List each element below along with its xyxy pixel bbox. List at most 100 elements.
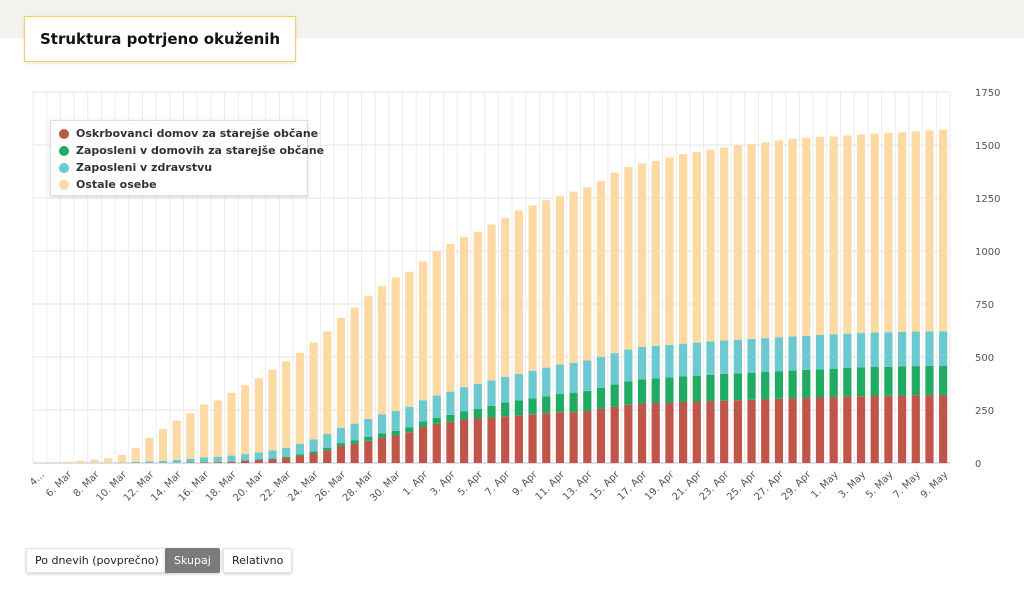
bar-segment: [473, 408, 482, 419]
bar-segment: [870, 133, 879, 333]
bar-segment: [555, 195, 565, 365]
bar-segment: [418, 421, 428, 427]
legend-label: Oskrbovanci domov za starejše občane: [76, 127, 319, 140]
bar-segment: [610, 172, 619, 354]
bar-segment: [733, 145, 742, 340]
bar-segment: [295, 456, 304, 463]
legend-marker: [59, 128, 69, 139]
bar-segment: [282, 456, 291, 458]
bar-segment: [884, 366, 893, 396]
bar-segment: [254, 378, 263, 453]
bar-segment: [939, 395, 948, 463]
bar-segment: [583, 411, 592, 463]
bar-segment: [788, 370, 797, 399]
y-tick-label: 1250: [975, 194, 1000, 205]
bar-segment: [227, 461, 236, 463]
bar-segment: [49, 462, 58, 463]
bar-segment: [665, 157, 674, 345]
bar-segment: [761, 399, 770, 463]
bar-segment: [487, 417, 496, 463]
bar-segment: [583, 187, 592, 361]
bar-segment: [815, 136, 825, 335]
bar-segment: [747, 338, 756, 373]
bar-segment: [295, 454, 304, 457]
bar-segment: [131, 461, 140, 463]
bar-segment: [282, 457, 291, 463]
bar-segment: [172, 459, 181, 463]
bar-segment: [432, 395, 441, 418]
bar-segment: [186, 458, 195, 463]
bar-segment: [364, 418, 373, 437]
y-tick-label: 250: [975, 406, 994, 417]
bar-segment: [733, 339, 742, 374]
bar-segment: [856, 396, 866, 463]
bar-segment: [651, 161, 660, 346]
bar-segment: [377, 414, 387, 434]
bar-segment: [377, 433, 387, 438]
bar-segment: [939, 331, 948, 366]
x-tick-label: 3. Apr: [429, 469, 459, 499]
x-tick-label: 9. May: [919, 469, 950, 500]
bar-segment: [186, 413, 195, 459]
bar-segment: [596, 181, 606, 357]
bar-segment: [542, 367, 551, 397]
bar-segment: [460, 237, 469, 388]
bar-segment: [377, 285, 387, 415]
bar-segment: [761, 338, 770, 373]
bar-segment: [651, 378, 660, 404]
bar-segment: [733, 400, 742, 463]
bar-segment: [911, 331, 920, 367]
bar-segment: [774, 371, 784, 399]
relative-button[interactable]: Relativno: [223, 548, 293, 573]
bar-segment: [706, 149, 715, 342]
per-day-average-button[interactable]: Po dnevih (povprečno): [26, 548, 168, 573]
bar-segment: [323, 450, 332, 463]
bar-segment: [104, 458, 113, 463]
bar-series: [35, 129, 948, 463]
bar-segment: [733, 373, 742, 401]
bar-segment: [254, 459, 263, 461]
bar-segment: [706, 374, 715, 402]
chart-title: Struktura potrjeno okuženih: [24, 16, 297, 62]
bar-segment: [145, 461, 154, 463]
bar-segment: [63, 461, 72, 463]
bar-segment: [405, 406, 414, 428]
x-tick-label: 3. May: [837, 469, 868, 500]
bar-segment: [282, 447, 291, 457]
bar-segment: [788, 336, 797, 371]
legend-item[interactable]: Ostale osebe: [59, 176, 299, 193]
bar-segment: [774, 140, 784, 338]
bar-segment: [884, 395, 893, 463]
bar-segment: [692, 375, 701, 402]
bar-segment: [706, 401, 715, 463]
bar-segment: [856, 134, 866, 334]
bar-segment: [501, 218, 510, 377]
bar-segment: [460, 419, 469, 463]
bar-segment: [637, 347, 647, 380]
bar-segment: [446, 391, 455, 415]
legend-item[interactable]: Oskrbovanci domov za starejše občane: [59, 125, 318, 142]
y-tick-label: 1750: [975, 88, 1000, 99]
bar-segment: [610, 353, 619, 385]
bar-segment: [487, 405, 496, 418]
bar-segment: [446, 421, 455, 463]
legend-item[interactable]: Zaposleni v domovih za starejše občane: [59, 142, 324, 159]
legend-item[interactable]: Zaposleni v zdravstvu: [59, 159, 299, 176]
x-tick-label: 1. May: [809, 469, 840, 500]
bar-segment: [884, 332, 893, 367]
bar-segment: [514, 210, 523, 374]
bar-segment: [528, 414, 537, 463]
bar-segment: [350, 423, 359, 441]
bar-segment: [460, 411, 469, 420]
bar-segment: [596, 387, 606, 409]
bar-segment: [391, 430, 400, 436]
total-button[interactable]: Skupaj: [165, 548, 220, 573]
bar-segment: [241, 385, 250, 455]
bar-segment: [323, 331, 332, 434]
bar-segment: [473, 383, 482, 409]
bar-segment: [241, 460, 250, 463]
bar-segment: [542, 200, 551, 368]
x-tick-label: 6. Mar: [44, 469, 75, 500]
bar-segment: [843, 135, 852, 334]
bar-segment: [213, 456, 222, 462]
